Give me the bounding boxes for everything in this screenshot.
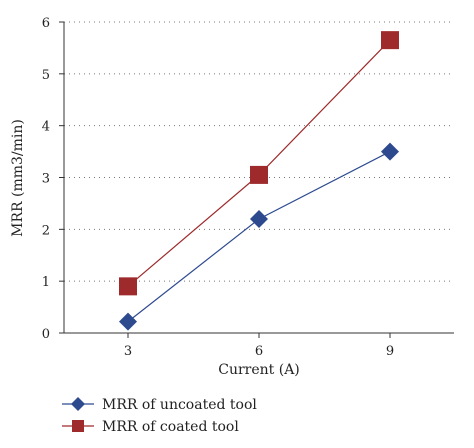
x-tick-label: 3 bbox=[124, 344, 132, 359]
square-marker bbox=[381, 31, 399, 50]
legend-label: MRR of uncoated tool bbox=[102, 397, 257, 413]
y-ticks: 0 1 2 3 4 5 6 bbox=[42, 16, 64, 342]
y-tick-label: 5 bbox=[42, 68, 50, 83]
y-tick-label: 4 bbox=[42, 120, 50, 135]
diamond-marker bbox=[250, 209, 268, 228]
x-tick-label: 6 bbox=[255, 344, 263, 359]
series-group bbox=[119, 31, 399, 331]
legend-label: MRR of coated tool bbox=[102, 419, 239, 435]
series-line bbox=[127, 39, 391, 287]
series-coated bbox=[119, 31, 399, 296]
y-tick-label: 3 bbox=[42, 172, 50, 187]
diamond-marker bbox=[71, 397, 85, 411]
legend-item: MRR of coated tool bbox=[62, 419, 239, 435]
y-tick-label: 6 bbox=[42, 16, 50, 31]
square-marker bbox=[72, 420, 84, 432]
legend: MRR of uncoated tool MRR of coated tool bbox=[62, 397, 257, 435]
diamond-marker bbox=[381, 142, 399, 161]
y-tick-label: 1 bbox=[42, 275, 50, 290]
x-ticks: 3 6 9 bbox=[124, 333, 394, 359]
square-marker bbox=[119, 277, 137, 296]
y-tick-label: 0 bbox=[42, 327, 50, 342]
y-tick-label: 2 bbox=[42, 223, 50, 238]
legend-item: MRR of uncoated tool bbox=[62, 397, 257, 413]
x-tick-label: 9 bbox=[386, 344, 394, 359]
x-axis-title: Current (A) bbox=[218, 362, 300, 378]
series-uncoated bbox=[119, 142, 399, 331]
y-axis-title: MRR (mm3/min) bbox=[10, 119, 26, 237]
square-marker bbox=[250, 165, 268, 184]
diamond-marker bbox=[119, 312, 137, 331]
